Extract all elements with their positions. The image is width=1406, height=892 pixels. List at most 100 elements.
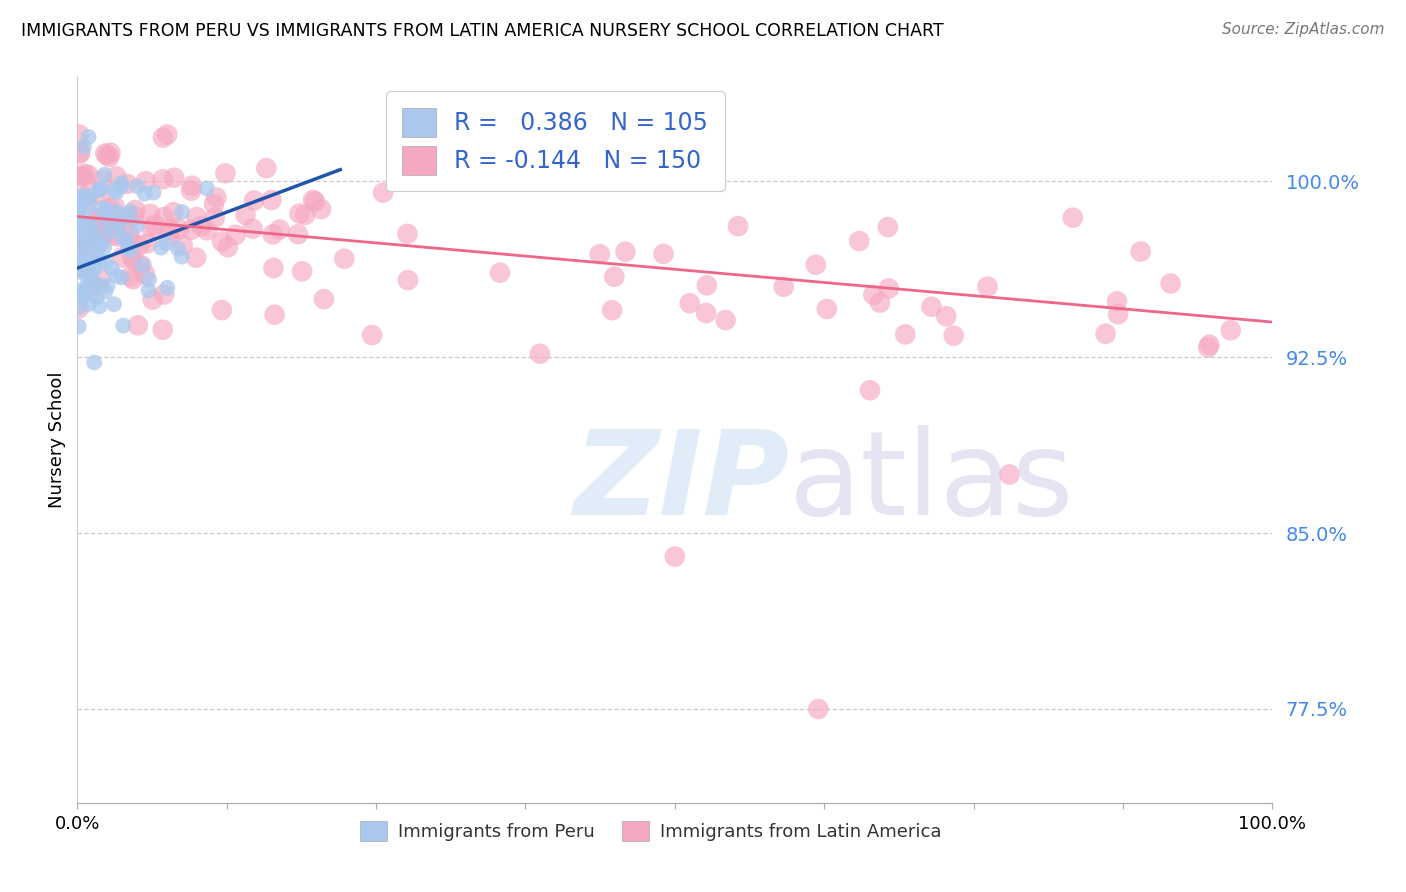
Point — [195, 223, 218, 237]
Point — [110, 270, 132, 285]
Point — [73, 167, 96, 181]
Point — [153, 287, 176, 301]
Point — [600, 303, 623, 318]
Point — [83, 261, 105, 276]
Point — [361, 328, 384, 343]
Point — [118, 232, 141, 246]
Point — [98, 205, 121, 219]
Point — [125, 219, 148, 233]
Text: 100.0%: 100.0% — [1239, 814, 1306, 832]
Legend: Immigrants from Peru, Immigrants from Latin America: Immigrants from Peru, Immigrants from La… — [353, 814, 949, 848]
Point — [67, 244, 90, 259]
Point — [77, 168, 100, 182]
Point — [302, 193, 325, 207]
Point — [100, 261, 122, 276]
Point — [90, 272, 112, 286]
Point — [83, 355, 105, 369]
Point — [76, 285, 98, 299]
Point — [396, 273, 419, 287]
Point — [93, 211, 115, 225]
Point — [371, 186, 394, 200]
Point — [118, 211, 141, 226]
Point — [69, 170, 91, 185]
Point — [70, 263, 93, 277]
Point — [727, 219, 749, 234]
Point — [67, 128, 90, 142]
Point — [869, 295, 891, 310]
Point — [87, 243, 110, 257]
Point — [242, 221, 264, 235]
Point — [94, 256, 117, 270]
Point — [142, 293, 165, 307]
Point — [69, 146, 91, 161]
Point — [72, 256, 94, 270]
Point — [162, 205, 184, 219]
Point — [807, 702, 830, 716]
Point — [75, 279, 97, 293]
Point — [72, 289, 94, 303]
Point — [90, 278, 112, 293]
Point — [815, 301, 838, 316]
Point — [139, 207, 162, 221]
Point — [75, 233, 97, 247]
Point — [111, 230, 134, 244]
Point — [152, 130, 174, 145]
Point — [80, 183, 103, 197]
Text: ZIP: ZIP — [574, 425, 789, 541]
Point — [67, 221, 90, 235]
Point — [589, 247, 612, 261]
Point — [243, 194, 266, 208]
Point — [156, 281, 179, 295]
Point — [89, 235, 111, 249]
Point — [112, 318, 135, 333]
Point — [225, 227, 247, 242]
Point — [94, 146, 117, 161]
Point — [77, 189, 100, 203]
Point — [67, 319, 90, 334]
Point — [69, 204, 91, 219]
Point — [152, 172, 174, 186]
Point — [111, 251, 134, 265]
Point — [96, 148, 118, 162]
Point — [118, 204, 141, 219]
Point — [142, 186, 165, 200]
Point — [91, 225, 114, 239]
Point — [77, 297, 100, 311]
Point — [396, 227, 419, 241]
Point — [93, 241, 115, 255]
Point — [93, 208, 115, 222]
Point — [121, 249, 143, 263]
Point — [107, 217, 129, 231]
Point — [157, 229, 180, 244]
Point — [80, 221, 103, 235]
Point — [101, 228, 124, 243]
Point — [69, 224, 91, 238]
Point — [94, 228, 117, 243]
Point — [714, 313, 737, 327]
Point — [73, 140, 96, 154]
Point — [87, 211, 110, 226]
Point — [152, 323, 174, 337]
Point — [70, 234, 93, 248]
Text: 0.0%: 0.0% — [55, 814, 100, 832]
Point — [66, 191, 89, 205]
Point — [122, 252, 145, 267]
Point — [79, 284, 101, 298]
Point — [72, 258, 94, 272]
Point — [288, 206, 311, 220]
Point — [664, 549, 686, 564]
Point — [86, 290, 108, 304]
Point — [96, 203, 118, 218]
Point — [529, 347, 551, 361]
Point — [211, 303, 233, 318]
Point — [170, 205, 193, 219]
Point — [894, 327, 917, 342]
Point — [202, 197, 225, 211]
Point — [205, 190, 228, 204]
Point — [93, 168, 115, 182]
Point — [195, 181, 218, 195]
Point — [66, 263, 89, 277]
Point — [131, 258, 153, 272]
Point — [309, 202, 332, 216]
Point — [86, 235, 108, 250]
